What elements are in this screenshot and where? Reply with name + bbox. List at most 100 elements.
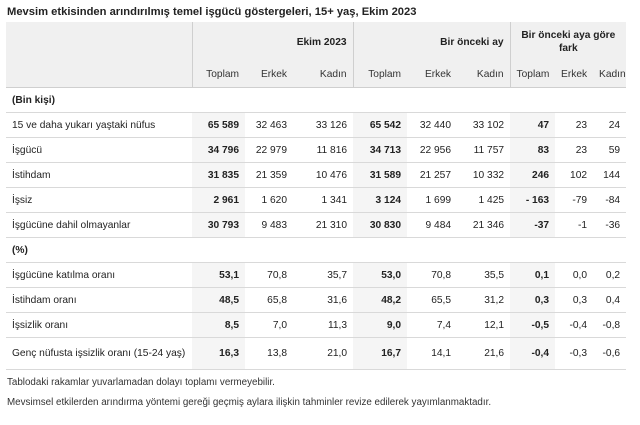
cell: 34 713 [353,137,408,163]
row-label: İşgücüne dahil olmayanlar [6,212,192,238]
cell: -0,3 [555,337,594,370]
cell: 48,2 [353,287,408,313]
cell: 16,7 [353,337,408,370]
subheader: Kadın [593,62,627,88]
cell: 21 310 [293,212,354,238]
cell: 11 757 [457,137,511,163]
cell: 70,8 [245,262,293,288]
row-label: İşgücü [6,137,192,163]
cell: 7,0 [245,312,293,338]
cell: 53,0 [353,262,408,288]
subheader: Kadın [293,62,354,88]
subheader: Toplam [352,62,408,88]
cell: 70,8 [407,262,458,288]
cell: -0,6 [593,337,627,370]
cell: 35,7 [293,262,354,288]
cell: -79 [555,187,594,213]
subheader: Erkek [245,62,293,88]
subheader: Erkek [555,62,594,88]
cell: 1 425 [457,187,511,213]
cell: 59 [593,137,627,163]
section-label-percent: (%) [6,237,627,263]
cell: 21,0 [293,337,354,370]
cell: 22 956 [407,137,458,163]
cell: -0,4 [510,337,556,370]
cell: 65,5 [407,287,458,313]
cell: 9 483 [245,212,293,238]
cell: 83 [510,137,556,163]
cell: 13,8 [245,337,293,370]
cell: 31,6 [293,287,354,313]
cell: 23 [555,112,594,138]
cell: 1 620 [245,187,293,213]
cell: 31,2 [457,287,511,313]
cell: 0,4 [593,287,627,313]
row-label: Genç nüfusta işsizlik oranı (15-24 yaş) [6,337,192,370]
cell: -84 [593,187,627,213]
cell: 65 589 [192,112,245,138]
cell: 0,3 [510,287,556,313]
cell: 144 [593,162,627,188]
cell: 0,0 [555,262,594,288]
cell: 10 332 [457,162,511,188]
cell: 11 816 [293,137,354,163]
labour-indicators-table: Ekim 2023 Bir önceki ay Bir önceki aya g… [6,22,627,370]
cell: 65,8 [245,287,293,313]
cell: 8,5 [192,312,245,338]
header-group-current: Ekim 2023 [191,22,354,62]
cell: -0,4 [555,312,594,338]
cell: 16,3 [192,337,245,370]
row-label: İşgücüne katılma oranı [6,262,192,288]
cell: -37 [510,212,556,238]
cell: 31 835 [192,162,245,188]
cell: 0,3 [555,287,594,313]
cell: -36 [593,212,627,238]
cell: 102 [555,162,594,188]
cell: 30 830 [353,212,408,238]
section-label-thousand: (Bin kişi) [6,87,627,113]
cell: 1 699 [407,187,458,213]
row-label: İstihdam [6,162,192,188]
header-blank [6,22,192,62]
cell: 9 484 [407,212,458,238]
cell: 22 979 [245,137,293,163]
cell: 9,0 [353,312,408,338]
cell: 53,1 [192,262,245,288]
cell: 0,2 [593,262,627,288]
subheader: Toplam [509,62,556,88]
cell: 48,5 [192,287,245,313]
cell: -1 [555,212,594,238]
row-label: 15 ve daha yukarı yaştaki nüfus [6,112,192,138]
footnote-rounding: Tablodaki rakamlar yuvarlamadan dolayı t… [7,377,275,388]
subheader: Kadın [457,62,511,88]
cell: 0,1 [510,262,556,288]
cell: 21 257 [407,162,458,188]
cell: 14,1 [407,337,458,370]
cell: 23 [555,137,594,163]
header-group-difference: Bir önceki aya göre fark [509,22,627,62]
cell: 12,1 [457,312,511,338]
cell: 21 346 [457,212,511,238]
cell: 21 359 [245,162,293,188]
row-label: İşsizlik oranı [6,312,192,338]
cell: 33 102 [457,112,511,138]
cell: 32 463 [245,112,293,138]
cell: 21,6 [457,337,511,370]
cell: 31 589 [353,162,408,188]
subheader: Erkek [407,62,458,88]
cell: -0,8 [593,312,627,338]
subheader: Toplam [191,62,245,88]
cell: 1 341 [293,187,354,213]
cell: 246 [510,162,556,188]
subheader-blank [6,62,192,88]
footnote-revision: Mevsimsel etkilerden arındırma yöntemi g… [7,397,492,408]
cell: 3 124 [353,187,408,213]
cell: 35,5 [457,262,511,288]
row-label: İstihdam oranı [6,287,192,313]
header-group-previous: Bir önceki ay [352,22,511,62]
row-label: İşsiz [6,187,192,213]
cell: 34 796 [192,137,245,163]
cell: 32 440 [407,112,458,138]
cell: 2 961 [192,187,245,213]
cell: -0,5 [510,312,556,338]
